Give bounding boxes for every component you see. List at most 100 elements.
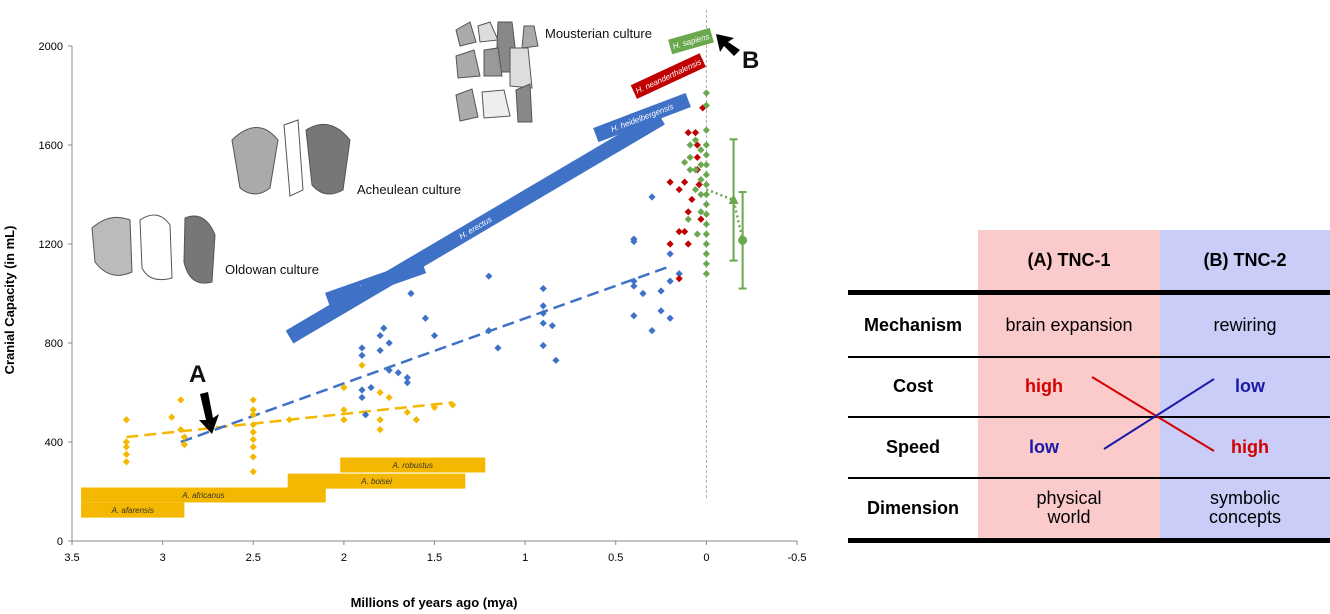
data-point — [395, 369, 402, 376]
data-point — [386, 339, 393, 346]
data-point — [407, 290, 414, 297]
cell-text: low — [1029, 437, 1059, 457]
data-point — [630, 282, 637, 289]
row-label: Speed — [848, 417, 978, 478]
x-tick-label: 0 — [703, 552, 709, 564]
data-point — [648, 327, 655, 334]
data-point — [703, 89, 710, 96]
data-point — [686, 141, 693, 148]
cell: rewiring — [1160, 293, 1330, 357]
row-label: Cost — [848, 357, 978, 417]
data-point — [380, 325, 387, 332]
data-point — [657, 287, 664, 294]
annotation: Acheulean culture — [357, 182, 461, 197]
data-point — [549, 322, 556, 329]
data-point — [703, 260, 710, 267]
x-tick-label: 0.5 — [608, 552, 623, 564]
data-point — [358, 362, 365, 369]
data-point — [377, 416, 384, 423]
data-point — [286, 416, 293, 423]
oldowan-tools — [92, 215, 215, 283]
data-point — [703, 240, 710, 247]
data-point — [697, 191, 704, 198]
y-tick-label: 2000 — [39, 41, 63, 53]
data-point — [703, 171, 710, 178]
data-point — [413, 416, 420, 423]
comparison-table: (A) TNC-1 (B) TNC-2 Mechanism brain expa… — [848, 230, 1330, 543]
data-point — [250, 468, 257, 475]
data-point — [540, 320, 547, 327]
data-point — [703, 181, 710, 188]
data-point — [657, 307, 664, 314]
data-point — [685, 129, 692, 136]
data-point — [404, 379, 411, 386]
species-label: A. afarensis — [111, 506, 154, 515]
cell-text: high — [1025, 376, 1063, 396]
data-point — [386, 394, 393, 401]
data-point — [367, 384, 374, 391]
data-point — [667, 240, 674, 247]
data-point — [703, 201, 710, 208]
x-tick-label: 3.5 — [64, 552, 79, 564]
data-point — [377, 389, 384, 396]
data-point — [681, 228, 688, 235]
data-point — [340, 416, 347, 423]
annotation: Oldowan culture — [225, 262, 319, 277]
data-point — [667, 250, 674, 257]
data-point — [639, 290, 646, 297]
data-point — [377, 426, 384, 433]
cell: low — [978, 417, 1160, 478]
x-tick-label: 1 — [522, 552, 528, 564]
acheulean-tools — [232, 120, 350, 196]
data-point — [404, 409, 411, 416]
data-point — [540, 302, 547, 309]
data-point — [250, 443, 257, 450]
cell-text: low — [1235, 376, 1265, 396]
data-point — [123, 443, 130, 450]
data-point — [123, 458, 130, 465]
cell: low — [1160, 357, 1330, 417]
data-point — [250, 453, 257, 460]
data-point — [123, 451, 130, 458]
x-tick-label: 3 — [160, 552, 166, 564]
x-tick-label: 2.5 — [246, 552, 261, 564]
cell: high — [1160, 417, 1330, 478]
data-point — [667, 179, 674, 186]
data-point — [485, 273, 492, 280]
data-point — [697, 216, 704, 223]
data-point — [703, 270, 710, 277]
trendline — [706, 190, 742, 241]
data-point — [552, 357, 559, 364]
data-point — [703, 127, 710, 134]
data-point — [250, 429, 257, 436]
data-point — [358, 344, 365, 351]
data-point — [685, 240, 692, 247]
data-point — [694, 231, 701, 238]
data-point — [540, 285, 547, 292]
data-point — [358, 394, 365, 401]
data-point — [422, 315, 429, 322]
species-label: A. boisei — [360, 477, 392, 486]
x-axis-title: Millions of years ago (mya) — [351, 595, 518, 610]
data-point — [676, 186, 683, 193]
arrow — [716, 34, 740, 56]
annotation: Mousterian culture — [545, 26, 652, 41]
data-point — [686, 154, 693, 161]
data-point — [340, 406, 347, 413]
data-point — [703, 231, 710, 238]
page: Cranial Capacity (in mL) Millions of yea… — [0, 0, 1330, 614]
data-point — [250, 396, 257, 403]
data-point — [123, 416, 130, 423]
data-point — [667, 278, 674, 285]
data-point — [648, 193, 655, 200]
data-point — [686, 166, 693, 173]
cell-text: high — [1231, 437, 1269, 457]
y-tick-label: 0 — [57, 536, 63, 548]
row-label: Dimension — [848, 478, 978, 541]
data-point — [667, 315, 674, 322]
y-tick-label: 800 — [45, 338, 63, 350]
data-point — [377, 332, 384, 339]
annotation: A — [189, 361, 206, 388]
header-cell: (B) TNC-2 — [1160, 230, 1330, 293]
annotation: B — [742, 47, 759, 74]
